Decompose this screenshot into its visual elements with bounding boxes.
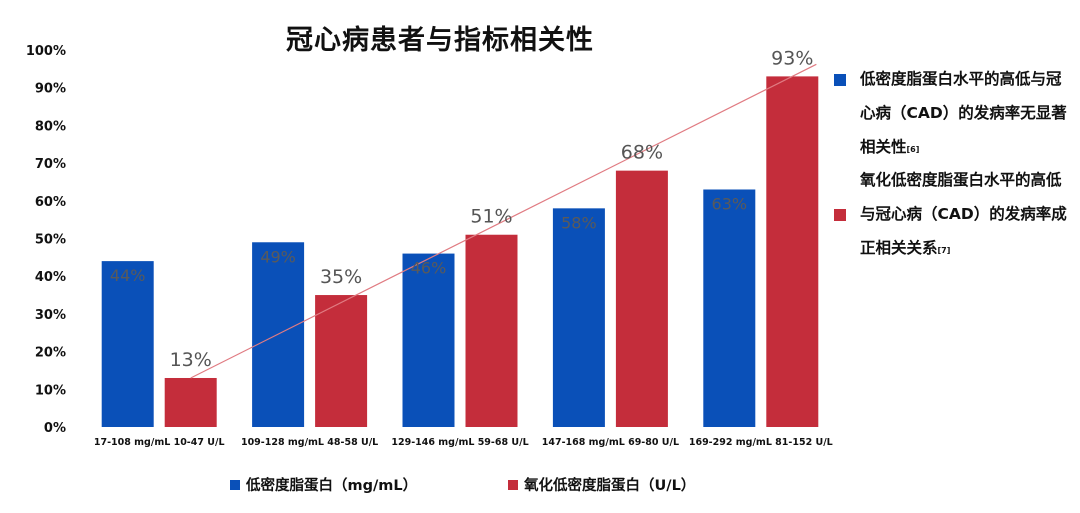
legend-swatch-ldl — [230, 479, 240, 490]
y-tick-label: 90% — [35, 82, 66, 97]
bar-ldl — [552, 208, 605, 427]
bar-oxldl — [465, 234, 518, 427]
value-label-oxldl: 68% — [621, 142, 663, 164]
value-label-ldl: 46% — [411, 259, 447, 278]
note-ldl-marker — [834, 74, 846, 86]
bar-oxldl — [164, 377, 217, 427]
x-axis: 17-108 mg/mL 10-47 U/L 109-128 mg/mL 48-5… — [94, 437, 833, 448]
y-tick-label: 10% — [35, 383, 66, 398]
legend-label-oxldl: 氧化低密度脂蛋白（U/L） — [524, 478, 696, 494]
value-label-ldl: 49% — [260, 247, 296, 266]
bar-oxldl — [766, 76, 819, 427]
value-label-oxldl: 13% — [170, 349, 212, 371]
x-tick-label: 109-128 mg/mL 48-58 U/L — [241, 437, 378, 448]
y-tick-label: 80% — [35, 119, 66, 134]
bar-ldl — [703, 189, 756, 427]
legend-item-oxldl: 氧化低密度脂蛋白（U/L） — [508, 474, 695, 495]
y-tick-label: 50% — [35, 233, 66, 248]
x-tick-label: 129-146 mg/mL 59-68 U/L — [391, 437, 528, 448]
value-labels-group: 44% 13% 49% 35% 46% 51% 58% 68% 63% 93% — [110, 47, 813, 371]
y-tick-label: 60% — [35, 195, 66, 210]
y-tick-label: 0% — [44, 421, 66, 436]
x-tick-label: 17-108 mg/mL 10-47 U/L — [94, 437, 225, 448]
note-oxldl-ref: [7] — [937, 246, 951, 255]
value-label-oxldl: 93% — [771, 47, 813, 69]
legend-swatch-oxldl — [508, 479, 518, 490]
y-tick-label: 40% — [35, 270, 66, 285]
y-tick-label: 20% — [35, 346, 66, 361]
value-label-ldl: 63% — [712, 194, 748, 213]
y-axis: 0% 10% 20% 30% 40% 50% 60% 70% 80% 90% 100% — [26, 44, 66, 436]
note-oxldl-text: 氧化低密度脂蛋白水平的高低与冠心病（CAD）的发病率成正相关关系 — [860, 171, 1067, 257]
chart-title: 冠心病患者与指标相关性 — [286, 25, 594, 56]
bar-ldl — [101, 261, 154, 427]
trendline — [190, 63, 817, 379]
x-tick-label: 147-168 mg/mL 69-80 U/L — [542, 437, 679, 448]
note-ldl-text: 低密度脂蛋白水平的高低与冠心病（CAD）的发病率无显著相关性 — [860, 70, 1067, 156]
bar-ldl — [402, 253, 455, 427]
legend-label-ldl: 低密度脂蛋白（mg/mL） — [246, 478, 418, 494]
value-label-ldl: 44% — [110, 266, 146, 285]
y-tick-label: 70% — [35, 157, 66, 172]
value-label-oxldl: 35% — [320, 266, 362, 288]
note-oxldl: 氧化低密度脂蛋白水平的高低与冠心病（CAD）的发病率成正相关关系[7] — [834, 163, 1074, 268]
y-tick-label: 30% — [35, 308, 66, 323]
x-tick-label: 169-292 mg/mL 81-152 U/L — [689, 437, 833, 448]
bar-oxldl — [615, 170, 668, 427]
trendline-group — [190, 63, 817, 379]
y-tick-label: 100% — [26, 44, 66, 59]
note-oxldl-marker — [834, 209, 846, 221]
note-ldl-ref: [6] — [906, 145, 920, 154]
value-label-ldl: 58% — [561, 213, 597, 232]
note-ldl: 低密度脂蛋白水平的高低与冠心病（CAD）的发病率无显著相关性[6] — [834, 62, 1074, 167]
value-label-oxldl: 51% — [470, 206, 512, 228]
legend-item-ldl: 低密度脂蛋白（mg/mL） — [230, 474, 417, 495]
bars-group — [101, 76, 819, 427]
bar-oxldl — [315, 295, 368, 427]
